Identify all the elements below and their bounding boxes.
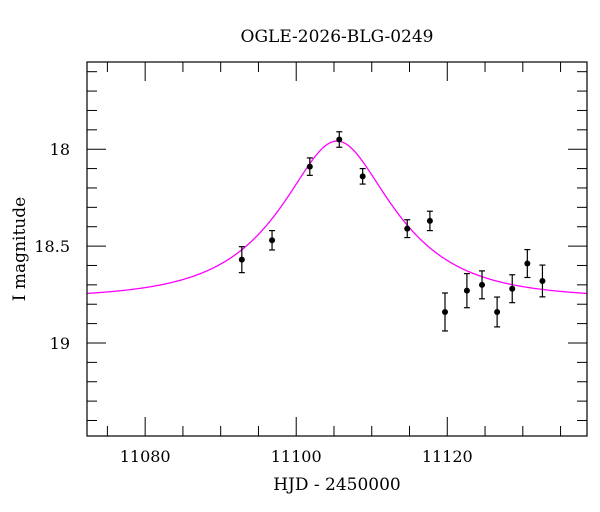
data-point (269, 229, 276, 251)
data-marker (524, 260, 531, 267)
data-point (336, 131, 343, 148)
data-point (306, 157, 313, 176)
data-marker (359, 173, 366, 180)
data-marker (269, 237, 276, 244)
data-point (463, 273, 470, 309)
x-tick-label: 11080 (120, 447, 171, 466)
data-point (509, 274, 516, 304)
chart-title: OGLE-2026-BLG-0249 (241, 27, 434, 47)
data-marker (306, 163, 313, 170)
model-curve (86, 140, 588, 295)
data-point (404, 219, 411, 239)
data-point (494, 296, 501, 328)
data-point (539, 264, 546, 298)
data-marker (494, 308, 501, 315)
y-tick-label: 19 (50, 334, 70, 353)
data-marker (442, 308, 449, 315)
data-point (524, 248, 531, 279)
data-marker (404, 225, 411, 232)
x-tick-label: 11100 (271, 447, 322, 466)
data-point (238, 246, 245, 274)
data-point (442, 292, 449, 332)
data-marker (539, 277, 546, 284)
data-marker (426, 217, 433, 224)
data-point (426, 210, 433, 232)
data-marker (479, 281, 486, 288)
data-marker (238, 256, 245, 263)
y-axis-label: I magnitude (10, 197, 30, 301)
plot-frame (86, 61, 588, 437)
data-marker (336, 136, 343, 143)
data-point (479, 270, 486, 300)
y-tick-label: 18.5 (34, 237, 70, 256)
y-tick-label: 18 (50, 140, 70, 159)
data-point (359, 167, 366, 185)
x-tick-label: 11120 (422, 447, 473, 466)
data-marker (509, 285, 516, 292)
data-marker (463, 287, 470, 294)
x-axis-label: HJD - 2450000 (273, 475, 401, 495)
